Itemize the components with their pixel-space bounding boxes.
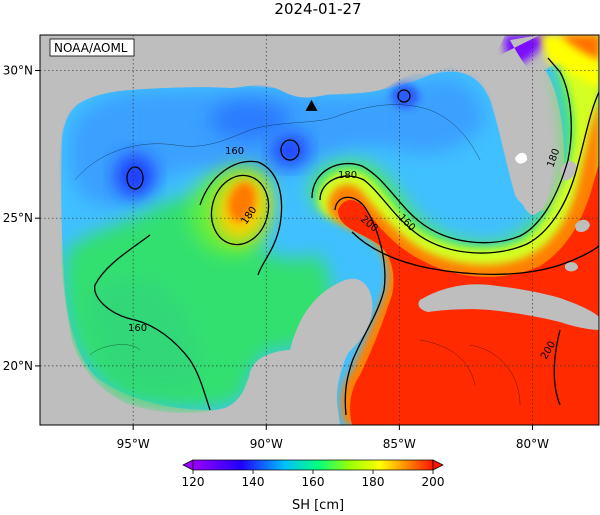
colorbar-tick-label: 200 [422, 475, 445, 489]
station-marker-icon [305, 99, 318, 111]
x-tick-label: 80°W [516, 437, 549, 451]
minor-contours [74, 104, 521, 406]
credit-box: NOAA/AOML [49, 38, 135, 57]
y-tick-label: 20°N [3, 359, 33, 373]
contour-label: 160 [128, 323, 147, 334]
map-axes: 95°W 90°W 85°W 80°W 30°N 25°N 20°N [3, 63, 549, 451]
gridlines [40, 35, 599, 425]
sea-height-field [61, 35, 599, 425]
contour-label: 180 [338, 170, 357, 181]
map-plot-area: 160 180 180 160 200 160 180 200 [40, 35, 599, 425]
map-frame [39, 34, 600, 426]
colorbar-label: SH [cm] [292, 498, 344, 513]
x-tick-label: 95°W [117, 437, 150, 451]
colorbar-low-arrow [182, 459, 194, 471]
map-title: 2024-01-27 [274, 0, 361, 18]
contour-lines [94, 57, 599, 416]
colorbar-tick-label: 180 [362, 475, 385, 489]
x-tick-label: 90°W [250, 437, 283, 451]
colorbar-tick-label: 140 [242, 475, 265, 489]
colorbar: 120 140 160 180 200 SH [cm] [182, 459, 445, 513]
x-tick-label: 85°W [383, 437, 416, 451]
colorbar-ticks: 120 140 160 180 200 [182, 470, 445, 489]
credit-label: NOAA/AOML [54, 41, 128, 55]
contour-label: 160 [225, 146, 244, 157]
colorbar-gradient [192, 459, 434, 471]
colorbar-tick-label: 160 [302, 475, 325, 489]
y-tick-label: 30°N [3, 63, 33, 77]
y-tick-label: 25°N [3, 211, 33, 225]
colorbar-tick-label: 120 [182, 475, 205, 489]
land-masses [40, 35, 599, 425]
colorbar-high-arrow [432, 459, 444, 471]
